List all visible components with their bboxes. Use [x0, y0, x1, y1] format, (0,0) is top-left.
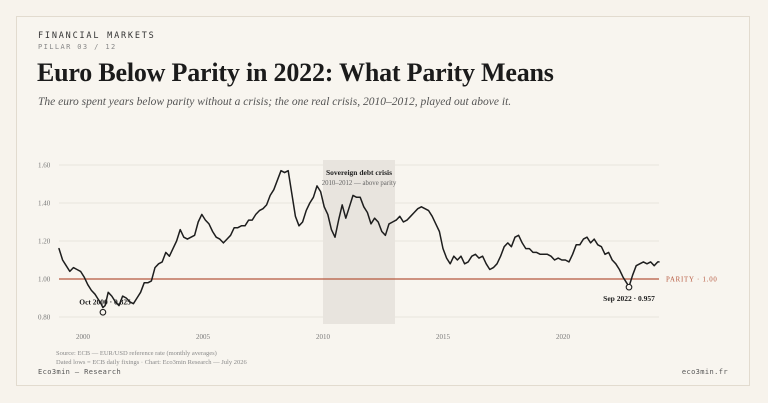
crisis-shade-rect — [323, 160, 395, 324]
series-group — [58, 169, 660, 309]
annotation-marker — [625, 283, 633, 291]
crisis-title: Sovereign debt crisis — [326, 168, 392, 177]
annotation-label: Sep 2022 · 0.957 — [603, 294, 655, 303]
page-title: Euro Below Parity in 2022: What Parity M… — [37, 58, 554, 87]
crisis-shade: Sovereign debt crisis 2010–2012 — above p… — [322, 160, 397, 324]
annotations: Oct 2000 · 0.825 Sep 2022 · 0.957 — [79, 283, 655, 316]
footer-right: eco3min.fr — [681, 368, 728, 376]
y-tick-label: 1.00 — [38, 276, 51, 284]
source-line-2: Dated lows = ECB daily fixings · Chart: … — [56, 359, 247, 366]
y-tick-label: 0.80 — [38, 314, 51, 322]
kicker: FINANCIAL MARKETS — [38, 31, 156, 41]
parity-line-group: PARITY · 1.00 — [59, 277, 718, 284]
x-tick-label: 2020 — [556, 333, 571, 341]
annotation-marker — [99, 308, 107, 316]
parity-label: PARITY · 1.00 — [666, 277, 718, 284]
pillar-label: PILLAR 03 / 12 — [38, 43, 117, 51]
x-tick-label: 2000 — [76, 333, 91, 341]
x-tick-label: 2005 — [196, 333, 211, 341]
annotation-label: Oct 2000 · 0.825 — [79, 297, 131, 306]
source-line-1: Source: ECB — EUR/USD reference rate (mo… — [56, 350, 217, 357]
x-tick-label: 2015 — [436, 333, 451, 341]
x-tick-label: 2010 — [316, 333, 331, 341]
axis-ticks: 0.80 1.00 1.20 1.40 1.60 2000 2005 2010 2015 2020 — [38, 162, 571, 342]
eurusd-series-line — [58, 169, 660, 309]
crisis-subtitle: 2010–2012 — above parity — [322, 180, 397, 187]
y-tick-label: 1.60 — [38, 162, 51, 170]
page-subtitle: The euro spent years below parity withou… — [38, 96, 512, 108]
y-tick-label: 1.20 — [38, 238, 51, 246]
footer-left: Eco3min — Research — [38, 368, 122, 376]
y-tick-label: 1.40 — [38, 200, 51, 208]
